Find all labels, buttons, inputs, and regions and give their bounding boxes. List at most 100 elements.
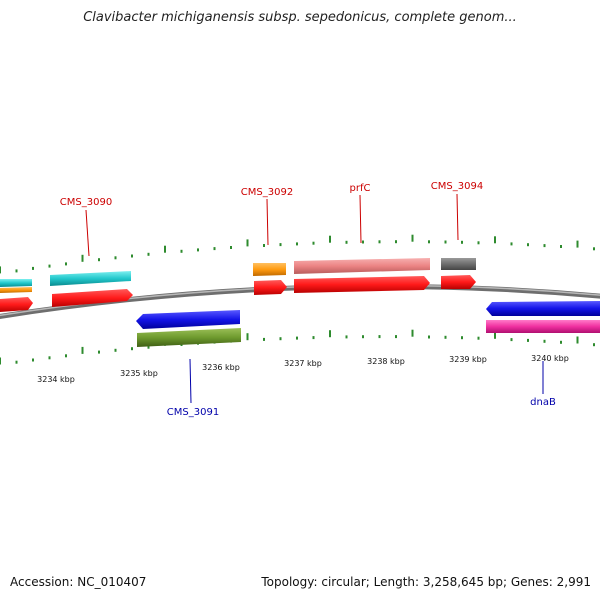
leader-cms3092 [266,198,269,246]
upper-tick-minor [65,262,67,266]
gene-feature-olive[interactable] [137,328,241,347]
upper-tick-major [329,235,331,243]
lower-tick-minor [131,347,133,351]
lower-tick-minor [114,348,117,352]
upper-tick-minor [527,243,529,247]
upper-tick-minor [510,242,513,246]
upper-tick-minor [180,249,183,253]
genome-summary-text: Topology: circular; Length: 3,258,645 bp… [261,575,591,589]
gene-arrow-red-2[interactable] [52,289,133,307]
upper-tick-major [494,236,496,244]
leader-prfc [359,194,362,244]
upper-tick-minor [543,244,546,248]
lower-tick-minor [477,336,480,340]
gene-feature-orange-left[interactable] [0,287,32,293]
lower-scale-ticks [0,329,595,365]
upper-tick-minor [593,247,595,251]
lower-tick-minor [15,360,18,364]
lower-tick-minor [147,345,150,349]
lower-tick-minor [362,335,364,339]
gene-feature-cms3090[interactable] [50,271,131,286]
lower-tick-minor [560,340,562,344]
label-dnab[interactable]: dnaB [530,397,556,408]
lower-tick-minor [48,356,51,360]
gene-feature-magenta[interactable] [486,320,600,333]
upper-tick-minor [560,245,562,248]
leader-cms3094 [456,193,459,241]
lower-tick-major [576,336,579,344]
lower-tick-major [411,329,414,337]
lower-tick-major [81,346,84,354]
lower-tick-minor [279,337,282,341]
gene-arrow-red-5[interactable] [441,275,476,289]
upper-tick-minor [461,240,463,244]
upper-tick-minor [147,252,150,256]
upper-tick-minor [114,256,117,260]
label-cms3092[interactable]: CMS_3092 [241,187,293,198]
upper-tick-minor [428,240,430,244]
scale-label-3239: 3239 kbp [449,355,487,364]
lower-tick-minor [543,339,546,343]
lower-tick-major [0,357,1,365]
leader-cms3091 [189,358,192,404]
scale-label-3238: 3238 kbp [367,357,405,366]
gene-arrow-prfc[interactable] [294,276,430,293]
upper-tick-minor [263,244,265,247]
lower-tick-minor [428,335,430,339]
gene-feature-cms3092[interactable] [253,263,286,276]
upper-tick-minor [131,254,133,258]
upper-tick-major [0,266,1,274]
upper-tick-minor [395,240,397,244]
upper-tick-major [576,240,579,248]
upper-tick-minor [15,269,18,273]
lower-tick-minor [527,338,529,342]
lower-tick-minor [593,343,595,347]
upper-tick-major [164,245,166,253]
gene-arrow-dnab[interactable] [486,301,600,316]
scale-label-3240: 3240 kbp [531,354,569,363]
gene-feature-cyan-left[interactable] [0,279,32,287]
upper-tick-minor [98,258,100,262]
label-cms3090[interactable]: CMS_3090 [60,197,112,208]
label-cms3094[interactable]: CMS_3094 [431,181,483,192]
label-cms3091[interactable]: CMS_3091 [167,407,219,418]
map-title: Clavibacter michiganensis subsp. sepedon… [83,10,517,25]
accession-text: Accession: NC_010407 [10,575,147,589]
upper-scale-ticks [0,234,595,274]
lower-tick-minor [444,335,447,339]
upper-tick-minor [48,264,51,268]
lower-tick-minor [98,350,100,354]
lower-tick-major [494,331,496,339]
lower-tick-minor [32,358,34,362]
gene-arrow-red-3[interactable] [254,280,287,295]
gene-feature-prfc[interactable] [294,258,430,274]
lower-tick-minor [395,335,397,339]
upper-tick-minor [197,248,199,252]
upper-tick-minor [378,240,381,244]
upper-tick-minor [444,240,447,244]
lower-tick-minor [263,337,265,341]
upper-tick-minor [230,246,232,249]
gene-arrow-cms3091[interactable] [136,310,240,329]
upper-tick-minor [477,241,480,245]
lower-tick-minor [296,336,298,340]
label-prfc[interactable]: prfC [350,183,371,194]
leader-cms3090 [85,209,90,257]
lower-tick-major [329,330,331,338]
upper-tick-major [411,234,414,242]
upper-tick-minor [345,240,348,244]
lower-tick-major [246,333,249,341]
upper-tick-minor [32,266,34,270]
gene-feature-cms3094[interactable] [441,258,476,270]
gene-arrow-red-left[interactable] [0,297,33,312]
lower-tick-minor [65,354,67,358]
lower-tick-minor [461,336,463,340]
upper-tick-minor [279,243,282,247]
lower-tick-minor [345,335,348,339]
upper-tick-minor [213,247,216,251]
lower-tick-minor [510,338,513,342]
scale-label-3235: 3235 kbp [120,369,158,378]
scale-label-3236: 3236 kbp [202,363,240,372]
upper-tick-minor [312,241,315,245]
